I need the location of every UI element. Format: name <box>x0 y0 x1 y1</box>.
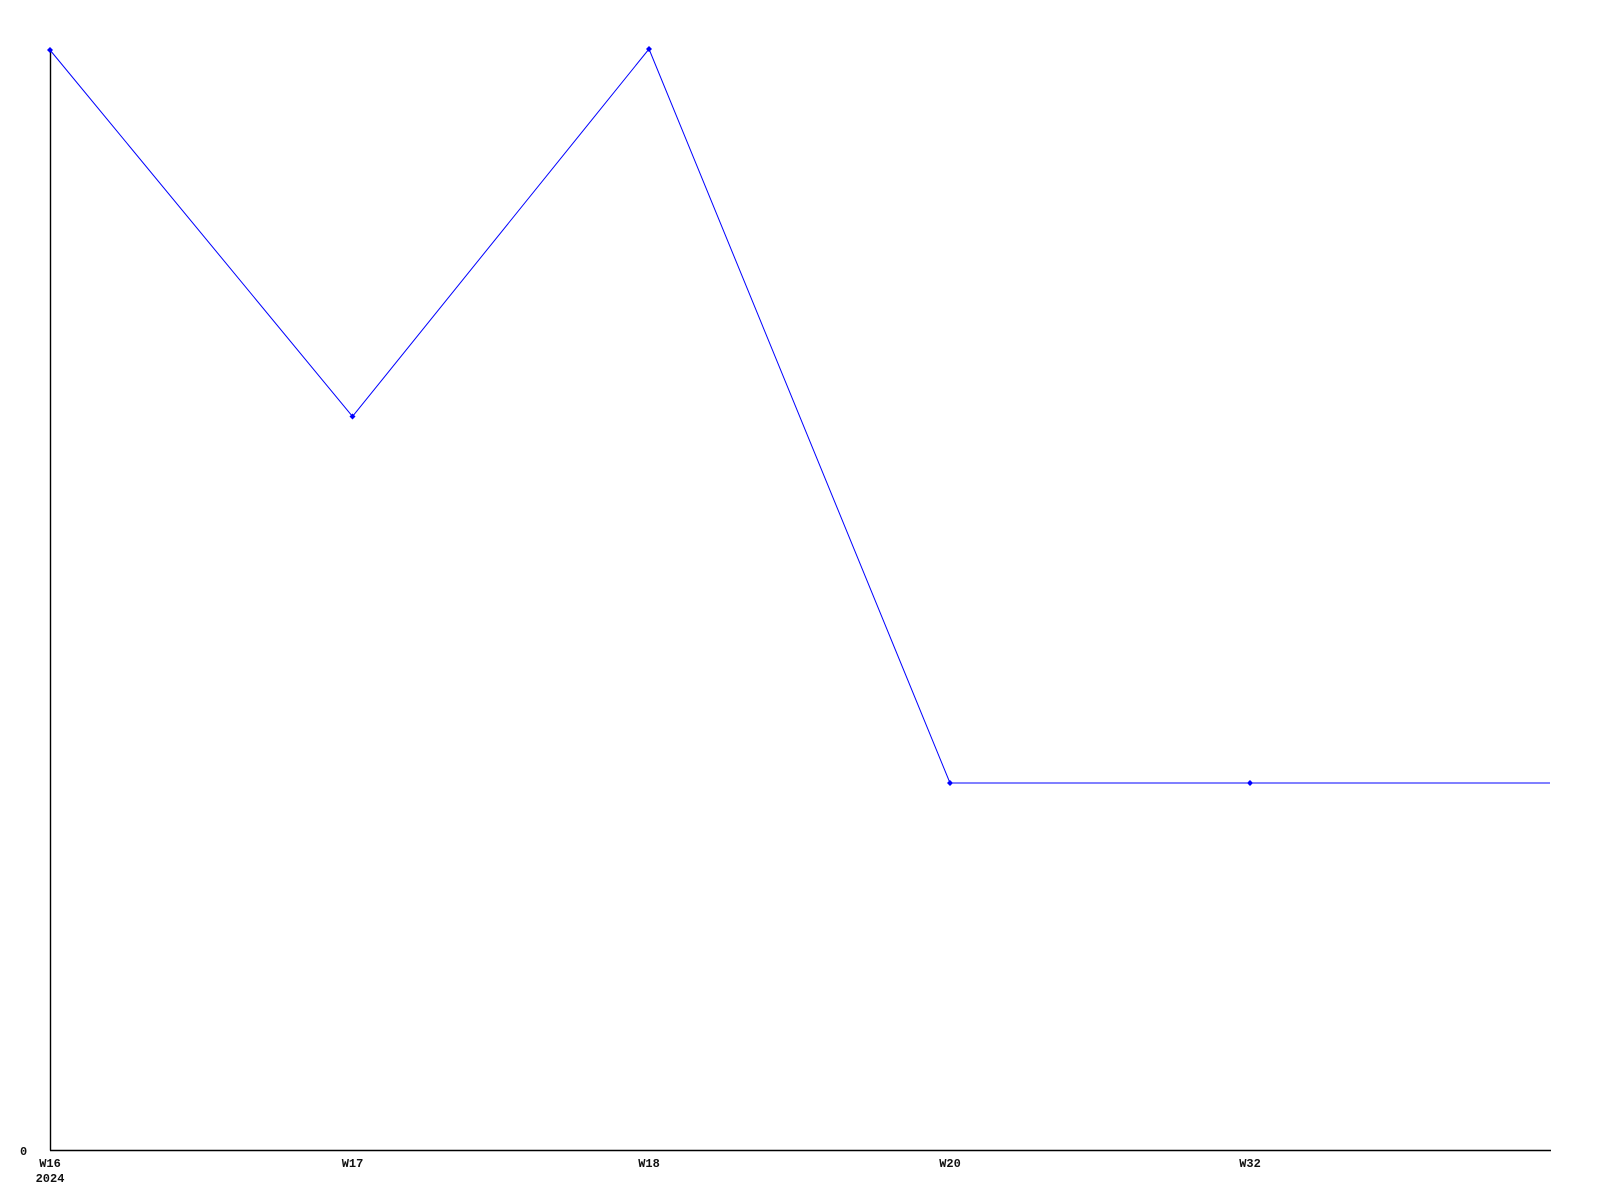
svg-text:W16: W16 <box>39 1157 61 1171</box>
svg-text:W17: W17 <box>342 1157 364 1171</box>
svg-text:0: 0 <box>20 1145 27 1159</box>
svg-text:2024: 2024 <box>36 1172 65 1186</box>
svg-text:W18: W18 <box>638 1157 660 1171</box>
svg-text:W32: W32 <box>1239 1157 1261 1171</box>
svg-text:W20: W20 <box>939 1157 961 1171</box>
